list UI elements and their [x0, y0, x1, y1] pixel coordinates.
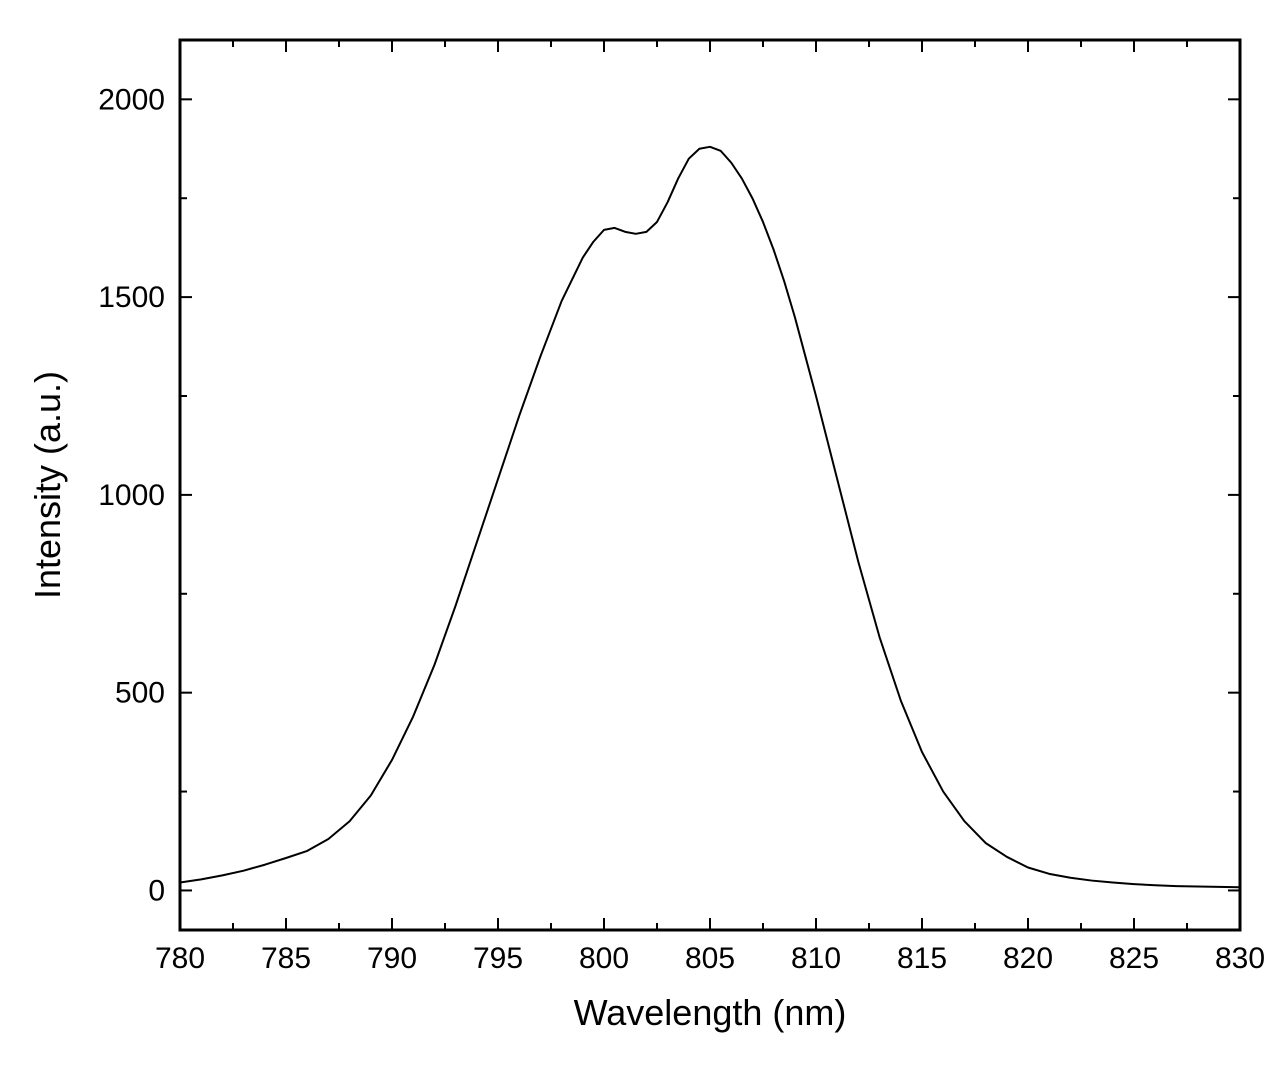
plot-frame	[180, 40, 1240, 930]
x-tick-label: 785	[261, 942, 311, 975]
intensity-curve	[180, 147, 1240, 887]
x-axis-label: Wavelength (nm)	[574, 992, 847, 1033]
x-tick-label: 825	[1109, 942, 1159, 975]
x-tick-label: 805	[685, 942, 735, 975]
x-tick-label: 830	[1215, 942, 1265, 975]
x-tick-label: 800	[579, 942, 629, 975]
y-tick-label: 1500	[98, 281, 165, 314]
x-tick-label: 790	[367, 942, 417, 975]
x-tick-label: 795	[473, 942, 523, 975]
spectrum-chart: 780 785 790 795 800 805 810 815 820 825 830 0 500 100…	[0, 0, 1280, 1070]
x-tick-label: 815	[897, 942, 947, 975]
y-tick-label: 2000	[98, 83, 165, 116]
y-tick-label: 1000	[98, 479, 165, 512]
x-tick-label: 810	[791, 942, 841, 975]
y-axis-label: Intensity (a.u.)	[27, 371, 68, 599]
x-tick-label: 820	[1003, 942, 1053, 975]
y-tick-label: 0	[148, 874, 165, 907]
x-tick-label: 780	[155, 942, 205, 975]
chart-svg: 780 785 790 795 800 805 810 815 820 825 830 0 500 100…	[0, 0, 1280, 1070]
y-tick-label: 500	[115, 677, 165, 710]
